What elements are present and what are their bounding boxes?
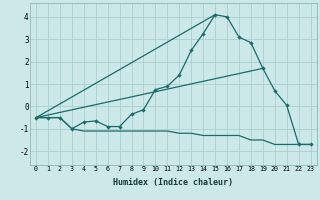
X-axis label: Humidex (Indice chaleur): Humidex (Indice chaleur) — [113, 178, 233, 187]
